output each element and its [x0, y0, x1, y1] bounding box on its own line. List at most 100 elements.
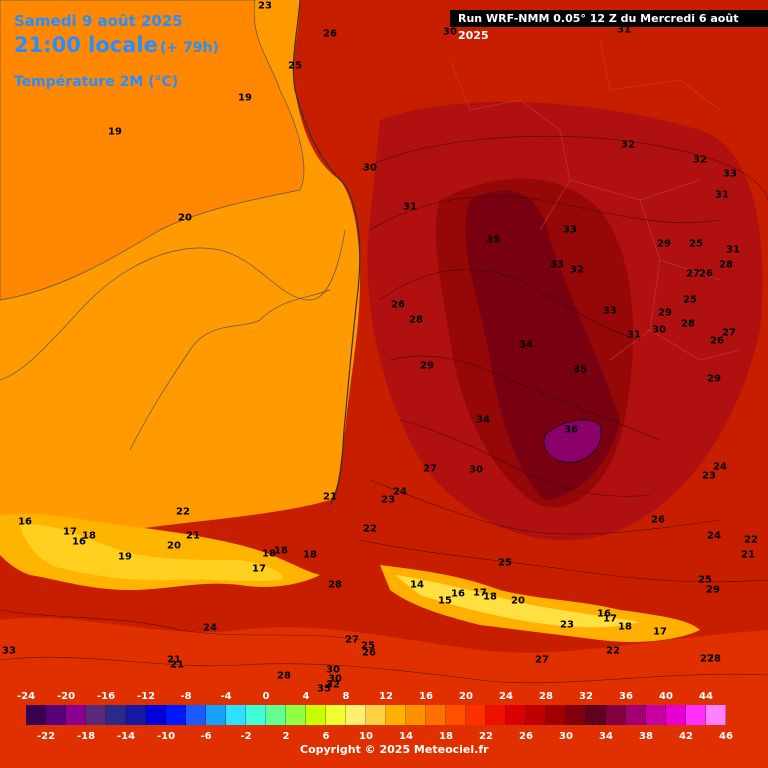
legend-tick-top: 8 — [342, 691, 350, 702]
legend-tick-top: 32 — [579, 691, 593, 702]
legend-tick-bottom: 46 — [719, 731, 733, 742]
region-borders — [449, 39, 741, 361]
legend-swatch — [386, 705, 406, 725]
temperature-label: 30 — [363, 162, 377, 174]
temperature-label: 17 — [473, 587, 487, 599]
legend-swatch — [306, 705, 326, 725]
legend-tick-top: 36 — [619, 691, 633, 702]
temperature-label: 33 — [550, 259, 564, 271]
temperature-label: 31 — [715, 189, 729, 201]
forecast-time: 21:00 locale — [14, 33, 158, 57]
legend-swatch — [666, 705, 686, 725]
temperature-label: 20 — [167, 540, 181, 552]
temperature-label: 25 — [498, 557, 512, 569]
legend-tick-bottom: -2 — [240, 731, 252, 742]
temperature-label: 24 — [203, 622, 217, 634]
temperature-label: 25 — [361, 640, 375, 652]
temperature-label: 19 — [118, 551, 132, 563]
legend-tick-top: 0 — [262, 691, 270, 702]
temperature-label: 33 — [563, 224, 577, 236]
legend-swatch — [106, 705, 126, 725]
legend-swatch — [566, 705, 586, 725]
sea-isoline — [0, 229, 346, 381]
legend-tick-top: -12 — [136, 691, 156, 702]
temperature-label: 17 — [252, 563, 266, 575]
legend-swatch — [26, 705, 46, 725]
temperature-label: 31 — [403, 201, 417, 213]
run-info-bar: Run WRF-NMM 0.05° 12 Z du Mercredi 6 aoû… — [450, 10, 768, 42]
temperature-label: 28 — [719, 259, 733, 271]
temperature-label: 26 — [710, 335, 724, 347]
temperature-label: 17 — [653, 626, 667, 638]
temperature-label: 25 — [683, 294, 697, 306]
temperature-label: 28 — [707, 653, 721, 665]
sea-isoline-2 — [129, 289, 331, 451]
legend-tick-bottom: 14 — [399, 731, 413, 742]
legend-tick-top: 4 — [302, 691, 310, 702]
legend-tick-top: -20 — [56, 691, 76, 702]
temperature-label: 18 — [303, 549, 317, 561]
legend-swatch — [626, 705, 646, 725]
legend-tick-bottom: 38 — [639, 731, 653, 742]
variable-title: Température 2M (°C) — [14, 74, 179, 90]
temperature-label: 26 — [362, 647, 376, 659]
temperature-label: 18 — [262, 548, 276, 560]
temperature-label: 20 — [178, 212, 192, 224]
sea-cool-zone — [0, 0, 305, 301]
temperature-label: 23 — [560, 619, 574, 631]
legend-tick-bottom: 26 — [519, 731, 533, 742]
temperature-label: 17 — [63, 526, 77, 538]
south-land — [0, 617, 768, 768]
temperature-label: 24 — [393, 486, 407, 498]
temperature-label: 35 — [317, 683, 331, 695]
temperature-label: 17 — [603, 613, 617, 625]
legend-swatch — [366, 705, 386, 725]
temperature-label: 22 — [363, 523, 377, 535]
temperature-label: 34 — [519, 339, 533, 351]
temperature-label: 33 — [723, 168, 737, 180]
copyright: Copyright © 2025 Meteociel.fr — [300, 743, 489, 756]
legend-tick-top: -24 — [16, 691, 36, 702]
forecast-date: Samedi 9 août 2025 — [14, 12, 183, 30]
legend-tick-top: 44 — [699, 691, 713, 702]
temperature-label: 30 — [328, 673, 342, 685]
temperature-label: 30 — [326, 664, 340, 676]
legend-swatch — [346, 705, 366, 725]
temperature-label: 36 — [564, 424, 578, 436]
legend-tick-bottom: 18 — [439, 731, 453, 742]
legend-tick-top: 24 — [499, 691, 513, 702]
temperature-label: 18 — [618, 621, 632, 633]
legend-swatch — [486, 705, 506, 725]
temperature-label: 26 — [391, 299, 405, 311]
legend-tick-bottom: 22 — [479, 731, 493, 742]
legend-swatch — [506, 705, 526, 725]
legend-swatch — [326, 705, 346, 725]
temperature-label: 22 — [744, 534, 758, 546]
temperature-label: 32 — [621, 139, 635, 151]
legend-swatch — [706, 705, 726, 725]
temperature-label: 25 — [689, 238, 703, 250]
temperature-label: 30 — [652, 324, 666, 336]
temperature-label: 30 — [469, 464, 483, 476]
forecast-lead-time: (+ 79h) — [160, 40, 219, 56]
temperature-label: 16 — [18, 516, 32, 528]
legend-swatch — [66, 705, 86, 725]
temperature-label: 32 — [570, 264, 584, 276]
temperature-label: 18 — [82, 530, 96, 542]
legend-swatch — [606, 705, 626, 725]
legend-tick-top: 40 — [659, 691, 673, 702]
temperature-label: 20 — [511, 595, 525, 607]
legend-swatch — [226, 705, 246, 725]
legend-tick-bottom: 30 — [559, 731, 573, 742]
temperature-label: 27 — [722, 327, 736, 339]
legend-tick-bottom: -22 — [36, 731, 56, 742]
temperature-label: 29 — [707, 373, 721, 385]
legend-tick-bottom: -14 — [116, 731, 136, 742]
temperature-label: 29 — [657, 238, 671, 250]
legend-tick-top: -4 — [220, 691, 232, 702]
temperature-label: 26 — [323, 28, 337, 40]
legend-tick-top: 20 — [459, 691, 473, 702]
temperature-label: 27 — [345, 634, 359, 646]
